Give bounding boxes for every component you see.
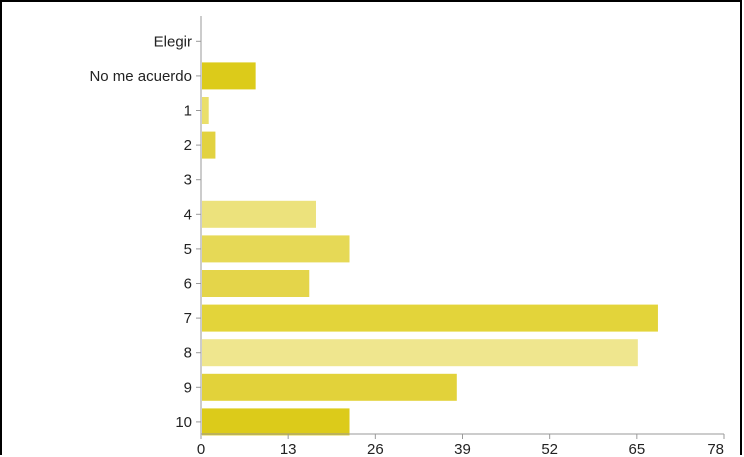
x-tick-label: 65 xyxy=(628,441,645,457)
bar-8 xyxy=(202,339,638,367)
category-label: 1 xyxy=(184,103,192,120)
bar-7 xyxy=(202,304,658,332)
bar-2 xyxy=(202,131,216,159)
x-tick-label: 52 xyxy=(541,441,558,457)
category-label: 9 xyxy=(184,379,192,396)
category-label: 3 xyxy=(184,172,192,189)
bar-10 xyxy=(202,408,350,436)
category-label: 4 xyxy=(184,206,192,223)
category-labels: Elegir No me acuerdo 1 2 3 4 5 6 7 8 9 10 xyxy=(89,33,201,431)
bar-5 xyxy=(202,235,350,263)
category-label: 10 xyxy=(175,414,192,431)
bar-4 xyxy=(202,200,316,228)
bars-group xyxy=(202,62,658,436)
category-label: Elegir xyxy=(154,33,192,50)
bar-9 xyxy=(202,373,457,401)
category-label: 8 xyxy=(184,345,192,362)
bar-6 xyxy=(202,270,310,297)
x-tick-label: 78 xyxy=(707,441,724,457)
x-axis: 0 13 26 39 52 65 78 xyxy=(197,433,725,457)
x-tick-label: 13 xyxy=(280,441,297,457)
x-tick-label: 0 xyxy=(197,441,205,457)
x-tick-label: 26 xyxy=(367,441,384,457)
category-label: 7 xyxy=(184,310,192,327)
category-label: No me acuerdo xyxy=(89,68,192,85)
category-label: 6 xyxy=(184,276,192,293)
category-label: 2 xyxy=(184,137,192,154)
bar-no-me-acuerdo xyxy=(202,62,256,90)
category-label: 5 xyxy=(184,241,192,258)
bar-1 xyxy=(202,97,209,124)
x-tick-label: 39 xyxy=(454,441,471,457)
